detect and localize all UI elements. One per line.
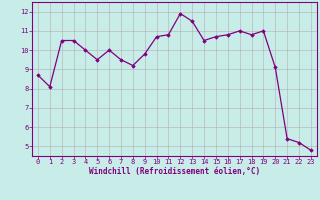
X-axis label: Windchill (Refroidissement éolien,°C): Windchill (Refroidissement éolien,°C): [89, 167, 260, 176]
